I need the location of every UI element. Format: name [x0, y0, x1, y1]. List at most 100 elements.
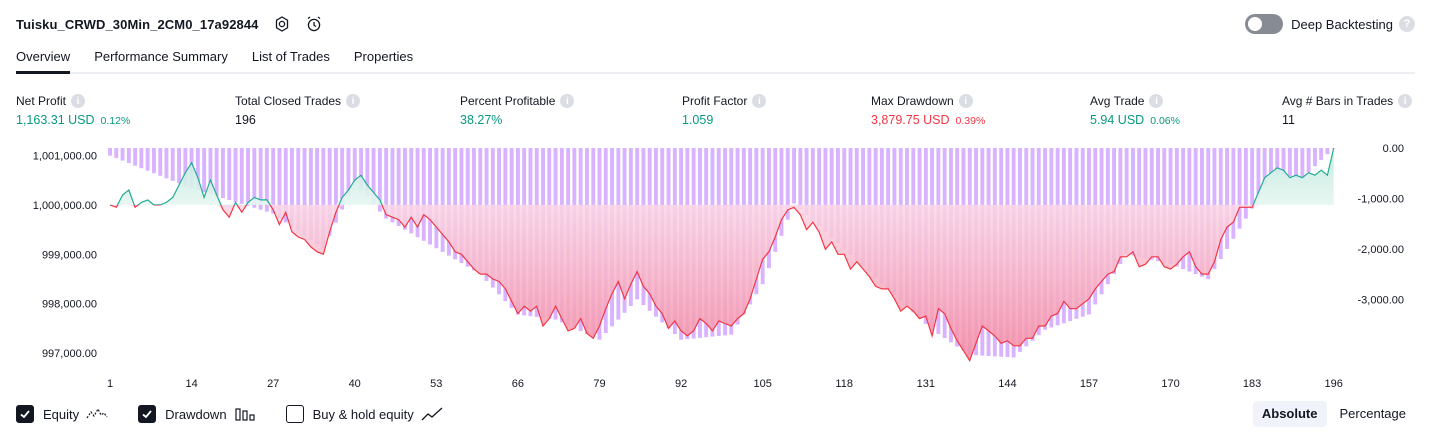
drawdown-bar: [302, 148, 307, 236]
x-axis-tick-label: 157: [1080, 378, 1098, 390]
report-tabs: Overview Performance Summary List of Tra…: [16, 44, 1415, 74]
drawdown-bar: [446, 148, 451, 256]
alarm-clock-icon[interactable]: [305, 15, 323, 33]
drawdown-bar: [258, 148, 263, 210]
drawdown-bar: [428, 148, 432, 245]
drawdown-bar: [221, 148, 225, 199]
right-axis-tick-label: -2,000.00: [1358, 244, 1404, 256]
legend-label: Drawdown: [165, 406, 227, 422]
legend-label: Equity: [43, 406, 80, 422]
x-axis-tick-label: 66: [512, 378, 524, 390]
x-axis-tick-label: 118: [835, 378, 853, 390]
drawdown-bar: [1250, 148, 1255, 209]
metric-percent: 0.39%: [955, 115, 986, 127]
drawdown-bar: [829, 148, 834, 238]
value-mode-switch: Absolute Percentage: [1249, 401, 1415, 427]
metric-label: Net Profit: [16, 94, 67, 108]
tab-overview[interactable]: Overview: [16, 44, 71, 74]
deep-backtesting-label: Deep Backtesting: [1291, 16, 1393, 32]
equity-line: [109, 147, 1335, 362]
x-axis-tick-label: 183: [1243, 378, 1261, 390]
drawdown-bar: [1294, 148, 1298, 178]
equity-wave-icon: [86, 407, 108, 419]
x-axis-tick-label: 144: [998, 378, 1016, 390]
deep-backtesting-toggle[interactable]: [1245, 14, 1284, 34]
info-icon[interactable]: i: [1149, 94, 1164, 108]
metric-total-closed-trades: Total Closed Trades i 196: [235, 94, 361, 127]
drawdown-bar: [1275, 148, 1280, 175]
drawdown-bar: [390, 148, 395, 223]
drawdown-checkbox[interactable]: [138, 405, 157, 423]
drawdown-bar: [296, 148, 301, 232]
drawdown-bar: [823, 148, 828, 232]
drawdown-bar: [346, 148, 351, 197]
chart-legend: Equity Drawdown Buy & hold equity: [16, 403, 473, 425]
metric-percent-profitable: Percent Profitable i 38.27%: [460, 94, 575, 127]
tab-list-of-trades[interactable]: List of Trades: [251, 49, 330, 64]
x-axis-tick-label: 14: [185, 378, 197, 390]
drawdown-bar: [152, 148, 156, 174]
info-icon[interactable]: i: [560, 94, 575, 108]
left-axis: 1,001,000.00 1,000,000.00 999,000.00 998,00…: [33, 150, 97, 360]
settings-gear-icon[interactable]: [273, 15, 291, 33]
metric-value: 196: [235, 113, 256, 127]
drawdown-bar: [1143, 148, 1148, 259]
drawdown-bar: [227, 148, 232, 200]
equity-drawdown-chart[interactable]: 1,001,000.00 1,000,000.00 999,000.00 998,00…: [0, 140, 1431, 395]
drawdown-bar: [271, 148, 276, 214]
absolute-button[interactable]: Absolute: [1252, 401, 1327, 427]
metrics-row: Net Profit i 1,163.31 USD 0.12% Total Clos…: [16, 94, 1415, 130]
drawdown-bar: [842, 148, 847, 249]
legend-equity[interactable]: Equity: [16, 405, 108, 423]
metric-label: Avg # Bars in Trades: [1282, 94, 1394, 108]
drawdown-bar: [804, 148, 809, 215]
drawdown-bar: [359, 148, 363, 191]
x-axis-tick-label: 53: [430, 378, 442, 390]
drawdown-bar: [208, 148, 213, 195]
legend-drawdown[interactable]: Drawdown: [138, 405, 255, 423]
drawdown-bar: [1325, 148, 1330, 155]
drawdown-bar: [308, 148, 313, 241]
drawdown-bar: [170, 148, 175, 181]
drawdown-bar: [340, 148, 345, 210]
legend-buy-hold[interactable]: Buy & hold equity: [285, 405, 443, 423]
drawdown-bar: [854, 148, 859, 261]
drawdown-bar: [283, 148, 288, 223]
drawdown-bar: [798, 148, 803, 210]
buy-hold-checkbox[interactable]: [285, 405, 304, 423]
info-icon[interactable]: i: [71, 94, 86, 108]
drawdown-bar: [315, 148, 319, 245]
info-icon[interactable]: i: [346, 94, 361, 108]
drawdown-bar: [1281, 148, 1286, 176]
drawdown-bar: [126, 148, 131, 164]
drawdown-bar: [1256, 148, 1261, 197]
drawdown-bar: [214, 148, 219, 197]
drawdown-bar: [403, 148, 407, 230]
percentage-button[interactable]: Percentage: [1339, 406, 1407, 421]
right-axis: 0.00 -1,000.00 -2,000.00 -3,000.00: [1358, 143, 1404, 306]
drawdown-bar: [1269, 148, 1273, 174]
info-icon[interactable]: i: [752, 94, 767, 108]
drawdown-bar: [453, 148, 458, 260]
metric-value: 1.059: [682, 113, 714, 127]
drawdown-bar: [202, 148, 207, 193]
drawdown-bar: [145, 148, 150, 171]
drawdown-bar: [120, 148, 125, 161]
help-icon[interactable]: ?: [1399, 16, 1415, 32]
tab-properties[interactable]: Properties: [353, 49, 414, 64]
tab-performance-summary[interactable]: Performance Summary: [94, 49, 228, 64]
equity-checkbox[interactable]: [16, 405, 34, 423]
drawdown-bar: [183, 148, 188, 186]
left-axis-tick-label: 997,000.00: [42, 348, 97, 360]
info-icon[interactable]: i: [958, 94, 973, 108]
drawdown-bar: [1156, 148, 1160, 262]
drawdown-bar: [139, 148, 144, 169]
right-axis-tick-label: -1,000.00: [1358, 194, 1404, 206]
drawdown-bar: [1306, 148, 1311, 173]
drawdown-bar: [396, 148, 401, 226]
info-icon[interactable]: i: [1398, 94, 1413, 108]
drawdown-bar: [421, 148, 426, 241]
drawdown-bar: [409, 148, 414, 234]
x-axis-tick-label: 131: [917, 378, 935, 390]
drawdown-bar: [195, 148, 200, 191]
